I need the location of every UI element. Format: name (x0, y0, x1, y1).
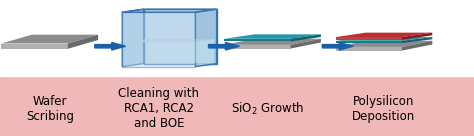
Text: Wafer
Scribing: Wafer Scribing (26, 95, 74, 123)
Polygon shape (1, 35, 98, 44)
Polygon shape (125, 39, 214, 42)
Text: Polysilicon
Deposition: Polysilicon Deposition (352, 95, 416, 123)
Polygon shape (336, 47, 402, 51)
Polygon shape (224, 39, 321, 45)
Bar (0, 76, 474, 136)
Polygon shape (336, 37, 402, 40)
Polygon shape (291, 39, 321, 49)
Polygon shape (402, 37, 432, 43)
Polygon shape (336, 41, 432, 47)
Text: Cleaning with
RCA1, RCA2
and BOE: Cleaning with RCA1, RCA2 and BOE (118, 87, 199, 130)
Polygon shape (291, 34, 321, 41)
Polygon shape (122, 9, 144, 67)
Polygon shape (402, 41, 432, 51)
Polygon shape (144, 9, 217, 64)
FancyArrow shape (95, 42, 126, 50)
Polygon shape (122, 12, 195, 67)
Text: SiO$_2$ Growth: SiO$_2$ Growth (231, 101, 304, 117)
Polygon shape (224, 39, 291, 41)
FancyArrow shape (209, 42, 239, 50)
Polygon shape (336, 37, 432, 41)
Polygon shape (195, 9, 217, 67)
Polygon shape (336, 33, 432, 37)
Polygon shape (1, 44, 68, 49)
FancyArrow shape (322, 42, 353, 50)
Polygon shape (402, 33, 432, 40)
Polygon shape (336, 41, 402, 43)
Polygon shape (224, 45, 291, 49)
Polygon shape (68, 35, 98, 49)
Bar (0, 0, 474, 76)
Polygon shape (224, 34, 321, 39)
Polygon shape (146, 39, 214, 63)
